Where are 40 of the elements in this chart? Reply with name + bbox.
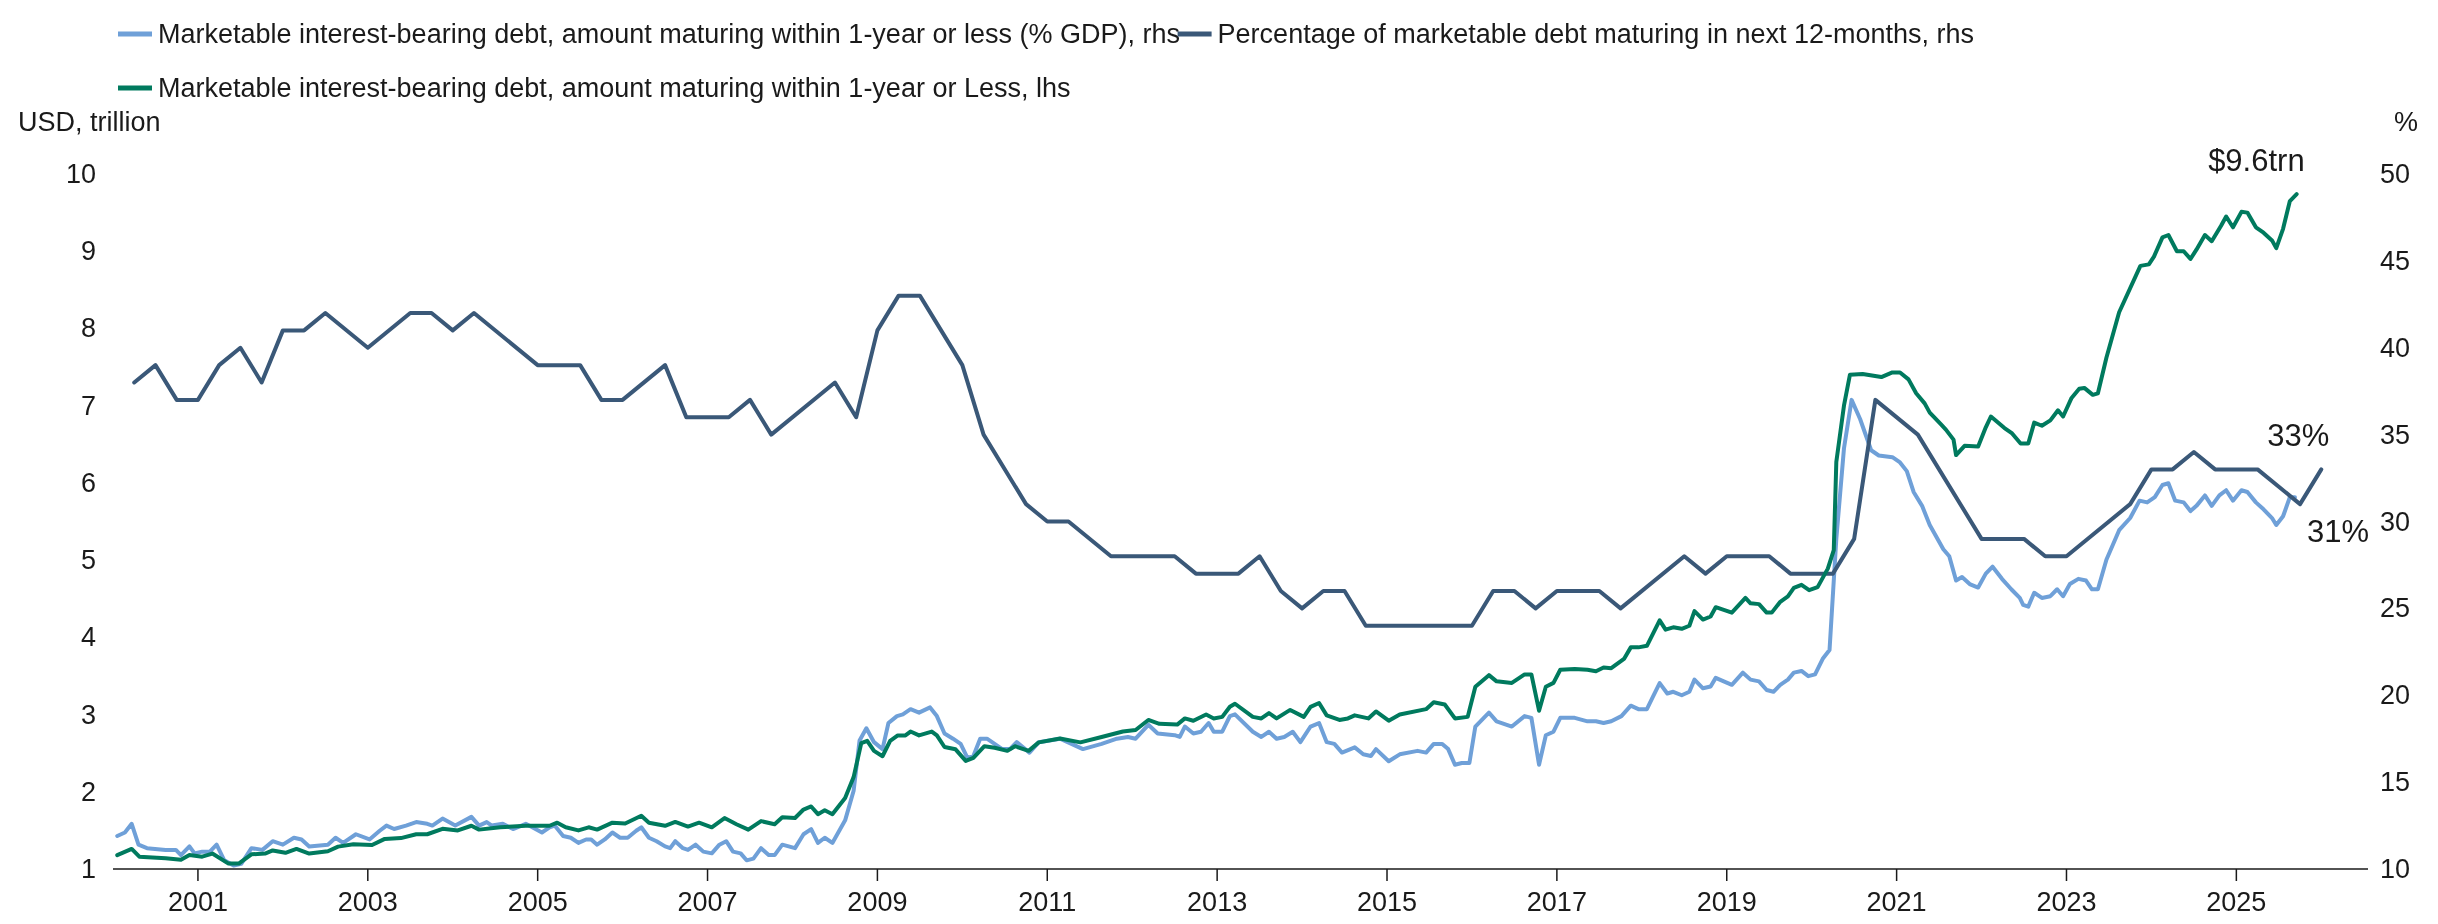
y-tick-label: 7 [80, 390, 96, 421]
x-tick-label: 2009 [847, 887, 908, 917]
y2-tick-label: 40 [2380, 332, 2411, 363]
x-tick-label: 2023 [2036, 887, 2097, 917]
legend-label: Marketable interest-bearing debt, amount maturing within 1-year or Less, lhs [158, 73, 1071, 103]
y2-tick-label: 30 [2380, 506, 2411, 537]
x-tick-label: 2019 [1696, 887, 1757, 917]
y-tick-label: 9 [80, 236, 96, 267]
x-tick-label: 2021 [1866, 887, 1927, 917]
x-tick-label: 2007 [677, 887, 738, 917]
y-tick-label: 5 [80, 545, 96, 576]
y2-tick-label: 20 [2380, 680, 2411, 711]
legend-label: Marketable interest-bearing debt, amount maturing within 1-year or less (% GDP), rhs [158, 19, 1180, 49]
y2-tick-label: 10 [2380, 854, 2411, 884]
y2-tick-label: 35 [2380, 419, 2411, 450]
x-tick-label: 2005 [507, 887, 568, 917]
x-tick-label: 2011 [1018, 887, 1077, 917]
x-tick-label: 2013 [1187, 887, 1248, 917]
y-axis-title: USD, trillion [18, 107, 161, 137]
x-tick-label: 2001 [167, 887, 228, 917]
legend-label: Percentage of marketable debt maturing in next 12-months, rhs [1217, 19, 1975, 49]
x-tick-label: 2025 [2206, 887, 2267, 917]
annotation: 31% [2306, 513, 2369, 549]
y-tick-label: 3 [80, 699, 96, 730]
x-tick-label: 2017 [1526, 887, 1587, 917]
y-tick-label: 6 [80, 467, 96, 498]
y-tick-label: 8 [80, 313, 96, 344]
annotation: 33% [2267, 417, 2330, 453]
x-tick-label: 2015 [1356, 887, 1418, 917]
y-tick-label: 2 [80, 776, 96, 807]
y2-tick-label: 45 [2380, 245, 2411, 276]
x-tick-label: 2003 [337, 887, 398, 917]
y-tick-label: 4 [80, 622, 96, 653]
annotation: $9.6trn [2208, 142, 2305, 178]
y-tick-label: 1 [80, 854, 96, 884]
y2-axis-title: % [2393, 107, 2418, 137]
y2-tick-label: 50 [2380, 159, 2411, 189]
y2-tick-label: 25 [2380, 593, 2411, 624]
y2-tick-label: 15 [2380, 767, 2411, 798]
y-tick-label: 10 [65, 159, 96, 189]
